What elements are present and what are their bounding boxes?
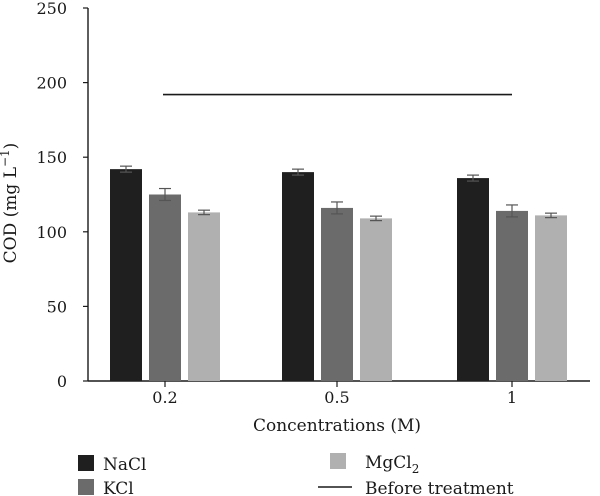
x-tick-label: 0.2 xyxy=(152,388,177,407)
bar-mgcl-1 xyxy=(535,215,567,381)
y-axis-title: COD (mg L−1) xyxy=(0,143,21,264)
legend-label-kcl: KCl xyxy=(103,479,134,496)
bar-mgcl-0.2 xyxy=(188,212,220,381)
bar-kcl-0.5 xyxy=(321,207,353,381)
legend-label-mgcl2: MgCl2 xyxy=(365,453,419,476)
legend-swatch-nacl xyxy=(78,455,94,471)
y-tick-label: 50 xyxy=(47,297,67,316)
y-tick-label: 100 xyxy=(36,223,67,242)
error-bar-mgcl-0.2 xyxy=(198,209,210,216)
y-tick-label: 200 xyxy=(36,74,67,93)
legend-label-mgcl2-main: MgCl xyxy=(365,453,412,473)
error-bar-nacl-1 xyxy=(467,174,479,182)
y-tick-label: 250 xyxy=(36,0,67,18)
y-axis-title-suffix: ) xyxy=(1,143,21,150)
error-bar-mgcl-0.5 xyxy=(370,215,382,222)
legend-label-mgcl2-subscript: 2 xyxy=(412,462,420,476)
bar-kcl-1 xyxy=(496,210,528,381)
legend: NaCl KCl MgCl2 Before treatment xyxy=(78,453,514,496)
legend-label-nacl: NaCl xyxy=(103,455,146,475)
y-tick-label: 0 xyxy=(57,372,67,391)
y-axis-title-main: COD (mg L xyxy=(1,167,21,263)
error-bars-group xyxy=(120,165,557,222)
error-bar-kcl-1 xyxy=(506,204,518,218)
legend-swatch-mgcl2 xyxy=(330,453,346,469)
bars-group xyxy=(110,169,567,381)
legend-label-before-treatment: Before treatment xyxy=(365,479,514,496)
bar-mgcl-0.5 xyxy=(360,218,392,381)
bar-nacl-0.5 xyxy=(282,172,314,381)
legend-swatch-kcl xyxy=(78,479,94,495)
bar-nacl-0.2 xyxy=(110,169,142,381)
bar-kcl-0.2 xyxy=(149,194,181,381)
x-axis-title: Concentrations (M) xyxy=(253,416,421,436)
x-tick-label: 0.5 xyxy=(324,388,349,407)
bar-nacl-1 xyxy=(457,178,489,381)
error-bar-mgcl-1 xyxy=(545,212,557,219)
error-bar-nacl-0.2 xyxy=(120,165,132,173)
y-tick-label: 150 xyxy=(36,148,67,167)
error-bar-nacl-0.5 xyxy=(292,168,304,176)
y-axis: 0 50 100 150 200 250 xyxy=(36,0,89,391)
error-bar-kcl-0.2 xyxy=(159,187,171,202)
error-bar-kcl-0.5 xyxy=(331,201,343,215)
x-axis: 0.2 0.5 1 xyxy=(88,380,590,407)
y-axis-title-superscript: −1 xyxy=(0,149,12,167)
x-tick-label: 1 xyxy=(507,388,517,407)
